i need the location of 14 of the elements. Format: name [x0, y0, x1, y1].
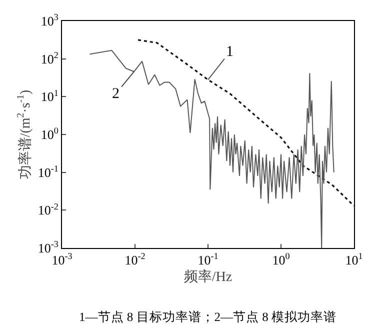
text: 1—节点 8 目标功率谱；2—节点 8 模拟功率谱 — [79, 309, 336, 324]
x-tick-label: 10$^{-1}$ — [198, 251, 218, 268]
annotation: 2 — [112, 86, 120, 102]
y-tick-label: 10$^{0}$ — [40, 126, 59, 142]
y-tick-label: 10$^{3}$ — [40, 12, 59, 29]
x-tick-label: 10$^{0}$ — [272, 251, 290, 268]
x-tick-label: 10$^{1}$ — [345, 251, 363, 268]
annotation: 1 — [226, 44, 234, 60]
y-tick-label: 10$^{-2}$ — [38, 201, 59, 218]
y-tick-label: 10$^{2}$ — [40, 50, 59, 66]
x-tick-label: 10$^{-2}$ — [124, 251, 146, 268]
y-tick-label: 10$^{-1}$ — [38, 163, 58, 180]
y-tick-label: 10$^{1}$ — [40, 88, 58, 104]
x-axis-title: 频率/Hz — [184, 268, 232, 285]
